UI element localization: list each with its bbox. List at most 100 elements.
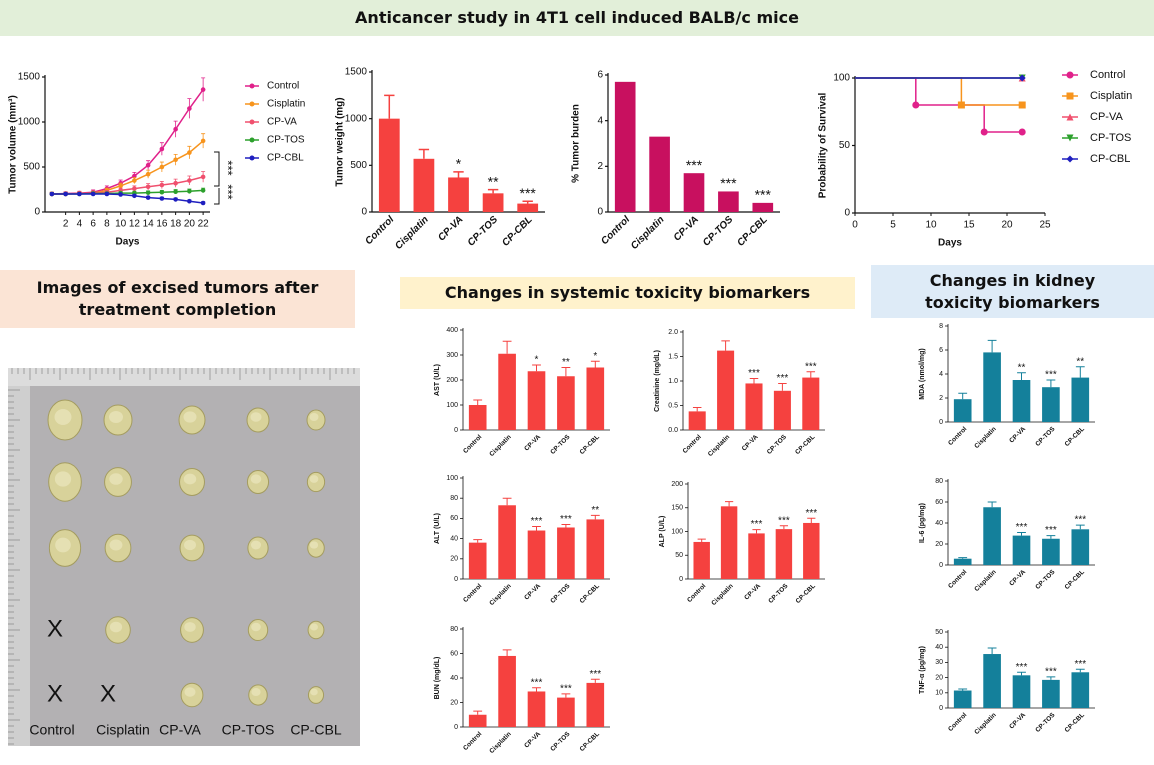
bar bbox=[498, 655, 516, 727]
bar bbox=[983, 352, 1001, 422]
y-tick-label: 0 bbox=[939, 705, 943, 712]
marker bbox=[1018, 128, 1026, 136]
x-tick-label: Control bbox=[363, 214, 396, 247]
y-tick-label: 40 bbox=[935, 644, 943, 651]
y-tick-label: 100 bbox=[833, 73, 850, 84]
marker bbox=[1018, 74, 1026, 82]
y-tick-label: 300 bbox=[446, 352, 458, 359]
error-bar bbox=[958, 688, 968, 691]
marker bbox=[145, 195, 151, 200]
marker bbox=[159, 146, 165, 152]
significance: ** bbox=[1018, 362, 1026, 373]
legend-label: Cisplatin bbox=[1090, 90, 1132, 102]
marker bbox=[187, 150, 192, 155]
x-tick-label: CP-CBL bbox=[1064, 712, 1086, 734]
marker bbox=[200, 138, 206, 144]
legend-marker bbox=[1066, 71, 1074, 79]
tumor-highlight bbox=[109, 473, 123, 485]
significance: *** bbox=[805, 508, 817, 519]
x-tick-label: 14 bbox=[143, 219, 155, 230]
bar bbox=[773, 390, 791, 430]
marker bbox=[173, 189, 178, 195]
tumor-highlight bbox=[251, 622, 261, 632]
marker bbox=[63, 191, 68, 197]
marker bbox=[187, 106, 192, 111]
y-axis-label: BUN (mg/dL) bbox=[434, 657, 441, 700]
y-tick-label: 0.0 bbox=[668, 427, 678, 434]
y-tick-label: 50 bbox=[839, 140, 851, 151]
bar bbox=[498, 353, 516, 430]
x-tick-label: Cisplatin bbox=[629, 214, 667, 252]
x-tick-label: Cisplatin bbox=[393, 214, 431, 252]
y-axis-label: ALT (U/L) bbox=[434, 513, 441, 544]
x-tick-label: Control bbox=[947, 426, 968, 447]
y-tick-label: 1500 bbox=[18, 72, 41, 83]
y-tick-label: 500 bbox=[23, 162, 40, 173]
significance: *** bbox=[531, 516, 543, 527]
error-bar bbox=[473, 399, 483, 405]
legend-label: Control bbox=[1090, 69, 1125, 81]
significance: *** bbox=[686, 157, 703, 173]
x-tick-label: 10 bbox=[115, 219, 127, 230]
x-tick-label: 5 bbox=[890, 220, 896, 231]
tumor-highlight bbox=[109, 411, 123, 423]
marker bbox=[90, 191, 96, 197]
x-tick-label: CP-CBL bbox=[1064, 426, 1086, 448]
y-tick-label: 1000 bbox=[18, 117, 41, 128]
bar bbox=[448, 177, 469, 212]
y-tick-label: 4 bbox=[939, 371, 943, 378]
tumor-highlight bbox=[109, 621, 123, 633]
significance: ** bbox=[562, 357, 570, 368]
bar bbox=[614, 81, 636, 212]
main-title: Anticancer study in 4T1 cell induced BAL… bbox=[0, 0, 1154, 36]
y-tick-label: 2 bbox=[597, 161, 603, 172]
error-bar bbox=[473, 710, 483, 715]
x-tick-label: CP-CBL bbox=[500, 214, 534, 248]
marker bbox=[173, 157, 178, 163]
marker bbox=[132, 193, 137, 199]
x-tick-label: CP-TOS bbox=[1034, 711, 1057, 734]
bar bbox=[953, 399, 972, 422]
significance: *** bbox=[560, 684, 572, 695]
error-bar bbox=[987, 339, 997, 353]
x-tick-label: Cisplatin bbox=[973, 569, 997, 593]
x-tick-label: 20 bbox=[184, 219, 196, 230]
y-axis-label: Tumor weight (mg) bbox=[335, 97, 346, 186]
absent-mark: X bbox=[100, 680, 116, 707]
marker bbox=[132, 178, 137, 183]
marker bbox=[159, 182, 165, 188]
y-tick-label: 1500 bbox=[345, 67, 368, 78]
x-tick-label: 15 bbox=[963, 220, 975, 231]
error-bar bbox=[1046, 535, 1056, 539]
y-tick-label: 400 bbox=[446, 327, 458, 334]
y-tick-label: 80 bbox=[935, 478, 943, 485]
significance: *** bbox=[1045, 525, 1057, 536]
marker bbox=[173, 126, 178, 132]
significance: * bbox=[456, 156, 462, 172]
x-tick-label: CP-TOS bbox=[466, 214, 501, 249]
marker bbox=[173, 180, 178, 186]
y-tick-label: 20 bbox=[935, 674, 943, 681]
bar bbox=[953, 690, 972, 708]
legend-marker bbox=[249, 83, 255, 89]
tumor-highlight bbox=[109, 539, 123, 551]
error-bar bbox=[1046, 676, 1056, 680]
x-tick-label: 16 bbox=[156, 219, 168, 230]
x-tick-label: 18 bbox=[170, 219, 182, 230]
significance: *** bbox=[520, 185, 537, 201]
error-bar bbox=[453, 171, 464, 178]
significance: * bbox=[535, 355, 539, 366]
x-axis-label: Days bbox=[116, 237, 140, 248]
x-tick-label: 6 bbox=[90, 219, 96, 230]
bar bbox=[1071, 529, 1090, 565]
significance: *** bbox=[805, 361, 817, 372]
significance: *** bbox=[777, 373, 789, 384]
y-tick-label: 40 bbox=[450, 675, 458, 682]
tumor-highlight bbox=[183, 411, 197, 423]
y-tick-label: 0 bbox=[597, 207, 603, 218]
bar bbox=[378, 118, 400, 212]
legend-marker bbox=[1066, 113, 1074, 121]
marker bbox=[159, 189, 165, 195]
bar bbox=[748, 533, 765, 579]
images-title: Images of excised tumors after treatment… bbox=[0, 270, 355, 328]
